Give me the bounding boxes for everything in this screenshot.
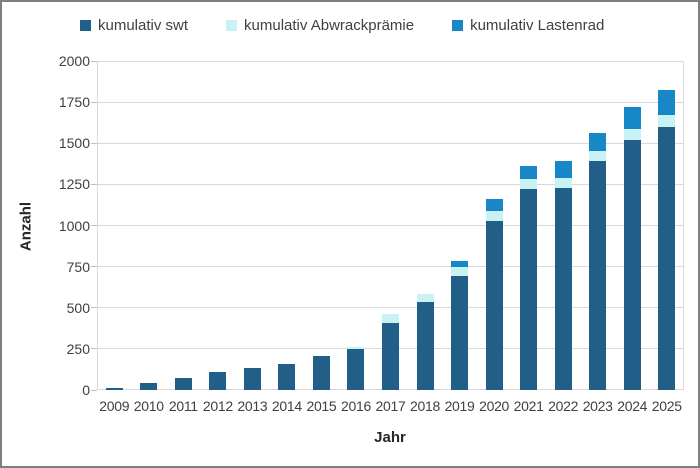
y-tick-label: 250 (66, 340, 90, 357)
y-tick-mark (91, 183, 97, 185)
gridline (97, 183, 684, 185)
bar-segment-swt (382, 322, 399, 390)
bar-segment-swt (209, 372, 227, 390)
bar-segment-swt (520, 189, 538, 390)
bar-segment-swt (243, 367, 261, 390)
bar-segment-lastenrad (658, 89, 676, 116)
bar-segment-lastenrad (623, 107, 641, 130)
legend-item-abwrackpraemie: kumulativ Abwrackprämie (226, 17, 414, 34)
bar-segment-abwrackpraemie (658, 115, 676, 127)
bar-segment-lastenrad (520, 166, 538, 180)
gridline (97, 225, 684, 226)
x-tick-label: 2024 (617, 398, 648, 414)
x-tick-label: 2012 (202, 398, 233, 414)
y-tick-mark (91, 101, 97, 103)
y-tick-label: 2000 (58, 53, 90, 69)
y-tick-label: 0 (82, 382, 90, 398)
x-tick-label: 2020 (479, 398, 510, 414)
gridline (97, 266, 684, 268)
y-tick-label: 1000 (58, 217, 90, 234)
y-tick-label: 1250 (58, 176, 90, 193)
x-tick-label: 2022 (548, 398, 579, 414)
y-tick-mark (91, 348, 97, 350)
bar-segment-swt (174, 378, 192, 390)
x-tick-label: 2019 (444, 398, 475, 414)
bar-segment-lastenrad (451, 260, 469, 267)
x-tick-label: 2016 (340, 398, 371, 414)
x-tick-label: 2021 (513, 398, 544, 414)
bar-segment-abwrackpraemie (451, 266, 469, 277)
bar-segment-swt (485, 221, 503, 390)
bar-segment-abwrackpraemie (485, 210, 503, 222)
y-tick-label: 500 (66, 299, 90, 316)
x-tick-label: 2009 (99, 398, 130, 414)
bar-segment-abwrackpraemie (347, 347, 365, 349)
y-tick-mark (91, 60, 97, 62)
legend-label-lastenrad: kumulativ Lastenrad (470, 17, 605, 34)
x-tick-label: 2023 (582, 398, 613, 414)
bar-segment-swt (105, 387, 123, 390)
gridline (97, 142, 684, 144)
y-tick-label: 750 (66, 258, 90, 275)
y-tick-mark (91, 307, 97, 309)
y-tick-label: 1750 (58, 94, 90, 111)
y-tick-mark (91, 389, 97, 391)
bar-segment-abwrackpraemie (416, 293, 434, 302)
bar-segment-swt (451, 276, 469, 390)
y-tick-mark (91, 225, 97, 226)
y-tick-mark (91, 266, 97, 268)
x-tick-label: 2015 (306, 398, 337, 414)
bar-segment-lastenrad (589, 133, 607, 151)
x-tick-label: 2018 (410, 398, 440, 414)
bar-segment-lastenrad (554, 160, 572, 178)
x-tick-label: 2011 (168, 398, 198, 414)
bar-segment-abwrackpraemie (382, 314, 399, 323)
y-tick-label: 1500 (58, 135, 90, 152)
bar-segment-swt (589, 161, 607, 390)
bar-segment-swt (623, 139, 641, 390)
legend-swatch-swt-icon (80, 20, 91, 31)
y-tick-mark (91, 142, 97, 144)
x-tick-label: 2010 (133, 398, 164, 414)
legend-item-swt: kumulativ swt (80, 17, 188, 34)
legend-label-swt: kumulativ swt (98, 17, 189, 34)
bar-segment-lastenrad (485, 199, 503, 211)
gridline (97, 307, 684, 309)
legend: kumulativ swt kumulativ Abwrackprämie ku… (80, 17, 604, 34)
bar-segment-abwrackpraemie (589, 150, 607, 162)
bar-segment-swt (416, 301, 434, 390)
bar-segment-abwrackpraemie (623, 129, 641, 140)
x-tick-label: 2013 (237, 398, 268, 414)
x-axis-title: Jahr (374, 429, 406, 446)
legend-swatch-abwrackpraemie-icon (226, 20, 238, 31)
bar-segment-swt (278, 363, 296, 390)
x-tick-label: 2025 (651, 398, 682, 414)
gridline (97, 101, 684, 103)
x-tick-label: 2017 (375, 398, 406, 414)
x-tick-label: 2014 (271, 398, 302, 414)
bar-segment-swt (140, 383, 158, 390)
legend-swatch-lastenrad-icon (452, 20, 464, 31)
bar-segment-swt (347, 348, 365, 390)
bar-segment-abwrackpraemie (520, 179, 538, 190)
bar-segment-swt (554, 188, 572, 390)
bar-segment-swt (312, 356, 330, 390)
legend-label-abwrackpraemie: kumulativ Abwrackprämie (244, 17, 415, 34)
bar-segment-abwrackpraemie (554, 177, 572, 189)
bar-segment-swt (658, 126, 676, 390)
legend-item-lastenrad: kumulativ Lastenrad (452, 17, 604, 34)
